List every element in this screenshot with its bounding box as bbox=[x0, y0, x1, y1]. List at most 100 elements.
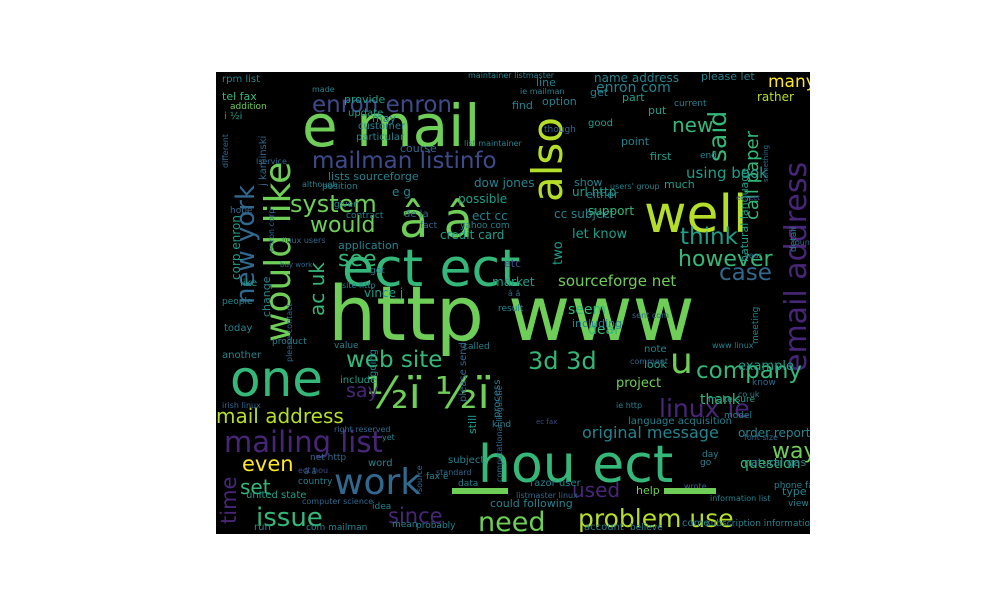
word-cloud-term: buy work bbox=[280, 261, 313, 269]
word-cloud-term: font size bbox=[744, 433, 778, 442]
word-cloud-term: something bbox=[762, 145, 770, 182]
word-cloud-term: said bbox=[703, 111, 732, 162]
word-cloud-term: enron com bbox=[596, 80, 671, 96]
word-cloud-term: two bbox=[551, 241, 566, 265]
word-cloud-term: united state bbox=[246, 490, 306, 501]
word-cloud-term: computational linguistic bbox=[495, 386, 504, 482]
word-cloud-term: like bbox=[240, 278, 257, 289]
word-cloud-term: go bbox=[700, 458, 712, 468]
word-cloud-term: another bbox=[222, 350, 262, 361]
word-cloud-term: mail address bbox=[216, 404, 344, 428]
word-cloud-term: know bbox=[752, 378, 776, 388]
word-cloud-term: show bbox=[574, 176, 602, 189]
word-cloud-term: yahoo com bbox=[460, 221, 510, 231]
word-cloud-term: ie http bbox=[616, 401, 642, 410]
word-cloud-term: point bbox=[621, 135, 650, 148]
word-cloud-term: think bbox=[680, 224, 739, 250]
word-cloud-term: help bbox=[636, 484, 660, 497]
word-cloud-term: would like bbox=[258, 162, 299, 342]
word-cloud-term: u bbox=[670, 341, 693, 382]
word-cloud-term: natural gas bbox=[744, 456, 807, 469]
word-cloud-term: phone fax bbox=[774, 481, 810, 491]
word-cloud-term: subject bbox=[448, 455, 484, 466]
word-cloud-term: fax e bbox=[426, 472, 449, 482]
word-cloud-term: deal bbox=[588, 322, 618, 338]
word-cloud-term: i ½i bbox=[224, 110, 242, 122]
word-cloud-term: hope bbox=[230, 206, 253, 216]
word-cloud-term: de la bbox=[404, 209, 429, 220]
word-cloud-term: right reserved bbox=[334, 425, 391, 434]
word-cloud-term: let know bbox=[572, 227, 628, 242]
word-cloud-term: company bbox=[696, 358, 802, 384]
word-cloud-term: people bbox=[222, 297, 253, 307]
word-cloud-term: irish linux bbox=[222, 401, 261, 410]
word-cloud-glyph-bar bbox=[452, 488, 508, 494]
word-cloud-term: yet bbox=[382, 433, 395, 442]
word-cloud-term: including bbox=[572, 317, 622, 330]
word-cloud-term: cc subject bbox=[554, 207, 615, 221]
word-cloud-term: â ã bbox=[304, 467, 316, 476]
word-cloud-term: course bbox=[400, 142, 437, 155]
word-cloud-term: mailman listinfo bbox=[312, 148, 497, 174]
word-cloud-term: â â bbox=[508, 289, 520, 298]
word-cloud-term: ½ï ½ï bbox=[366, 368, 491, 419]
word-cloud-term: enron corp bbox=[267, 209, 276, 252]
word-cloud-term: model bbox=[724, 411, 752, 421]
word-cloud-term: listmaster linux bbox=[516, 491, 578, 500]
word-cloud-term: users' group bbox=[610, 182, 660, 191]
word-cloud-term: email address bbox=[779, 162, 810, 372]
word-cloud-term: called bbox=[463, 342, 490, 352]
word-cloud-term: issue bbox=[256, 503, 323, 533]
word-cloud-term: change bbox=[260, 276, 273, 317]
word-cloud-term: still bbox=[466, 415, 479, 434]
word-cloud-term: www linux bbox=[712, 341, 754, 350]
word-cloud-term: country bbox=[298, 477, 333, 487]
word-cloud-term: please let bbox=[701, 72, 755, 83]
word-cloud-term: credit card bbox=[440, 228, 504, 242]
word-cloud-term: ect cc bbox=[472, 209, 508, 223]
word-cloud-term: order report bbox=[738, 426, 810, 440]
word-cloud-term: process bbox=[492, 380, 503, 418]
word-cloud-term: mailing list bbox=[224, 425, 383, 459]
word-cloud-term: rpm list bbox=[222, 74, 260, 85]
word-cloud-term: today bbox=[224, 323, 253, 334]
word-cloud-term: found bbox=[792, 238, 810, 247]
word-cloud-term: come bbox=[682, 518, 710, 529]
word-cloud-term: say bbox=[346, 380, 379, 402]
word-cloud-term: ac uk bbox=[305, 262, 329, 316]
word-cloud-term: co uk bbox=[738, 390, 760, 399]
word-cloud-term: way bbox=[772, 439, 810, 464]
word-cloud-term: http www bbox=[328, 269, 695, 358]
word-cloud: http www e mail ect ect hou ect ½ï ½ï one â â w… bbox=[216, 72, 810, 534]
word-cloud-term: source bbox=[415, 465, 424, 492]
word-cloud-term: vince j bbox=[364, 286, 403, 300]
word-cloud-term: used bbox=[572, 478, 620, 502]
word-cloud-term: problem use bbox=[578, 504, 734, 533]
word-cloud-term: option bbox=[542, 95, 577, 108]
word-cloud-term: result bbox=[498, 304, 524, 314]
word-cloud-term: corp enron bbox=[229, 215, 243, 280]
word-cloud-term: call paper bbox=[742, 130, 763, 220]
word-cloud-term: need bbox=[478, 507, 545, 534]
word-cloud-term: addition bbox=[230, 102, 267, 112]
word-cloud-term: provide bbox=[344, 93, 386, 106]
word-cloud-term: wrote bbox=[684, 482, 707, 491]
word-cloud-term: 3d 3d bbox=[528, 347, 597, 375]
word-cloud-term: question bbox=[740, 456, 800, 472]
word-cloud-term: current bbox=[674, 99, 707, 109]
word-cloud-term: lists sourceforge bbox=[328, 170, 419, 183]
word-cloud-glyph-bar bbox=[664, 488, 716, 494]
word-cloud-term: year bbox=[744, 251, 763, 260]
word-cloud-term: idea bbox=[372, 502, 391, 512]
word-cloud-term: going bbox=[368, 349, 379, 377]
word-cloud-term: detail bbox=[789, 227, 799, 252]
word-cloud-term: natural language bbox=[738, 168, 751, 262]
word-cloud-term: day bbox=[702, 450, 719, 460]
word-cloud-term: update bbox=[348, 108, 383, 119]
word-cloud-term: product bbox=[272, 337, 307, 347]
word-cloud-svg: http www e mail ect ect hou ect ½ï ½ï one â â w… bbox=[216, 72, 810, 534]
word-cloud-term: even bbox=[242, 452, 294, 476]
word-cloud-term: would bbox=[310, 213, 375, 238]
word-cloud-term: many bbox=[768, 72, 810, 92]
